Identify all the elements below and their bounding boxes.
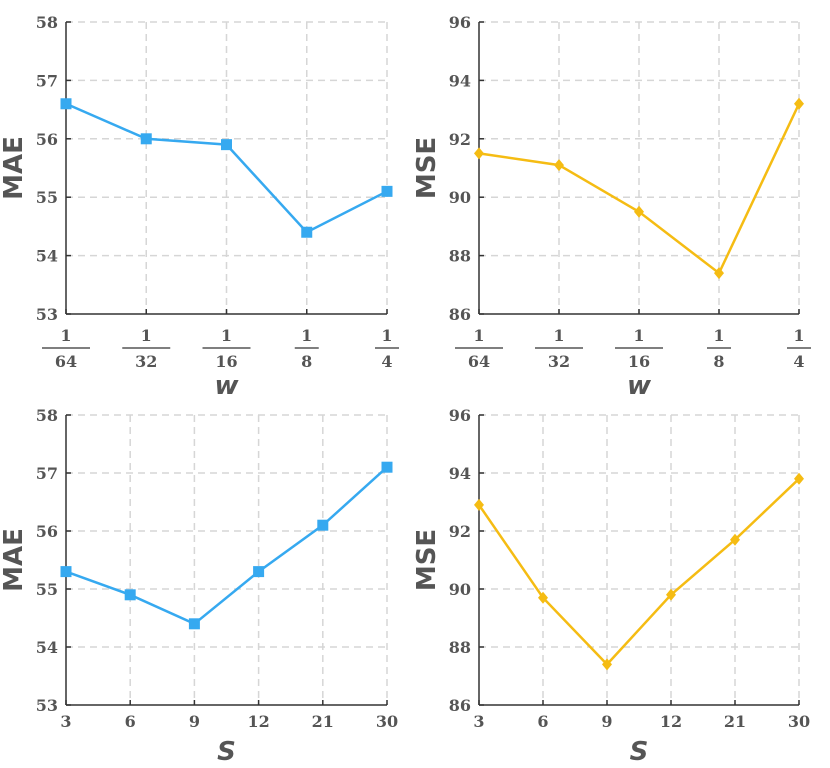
data-point-square <box>140 133 152 145</box>
x-axis-label: S <box>630 737 649 767</box>
y-tick-label: 92 <box>449 522 471 541</box>
x-tick-label-denominator: 32 <box>548 352 570 371</box>
data-point-diamond <box>634 205 644 218</box>
data-point-diamond <box>602 658 612 671</box>
y-tick-label: 53 <box>36 305 58 324</box>
y-tick-label: 53 <box>36 696 58 715</box>
x-tick-label: 6 <box>537 712 548 731</box>
x-tick-label-denominator: 64 <box>468 352 490 371</box>
x-tick-label: 6 <box>125 712 136 731</box>
series-line <box>477 477 800 667</box>
x-axis-label: w <box>214 371 239 401</box>
data-point-diamond <box>474 147 484 160</box>
x-tick-label: 21 <box>724 712 746 731</box>
x-tick-label-denominator: 4 <box>381 352 392 371</box>
y-tick-label: 56 <box>36 522 58 541</box>
data-point-square <box>317 519 329 531</box>
x-tick-label: 12 <box>247 712 269 731</box>
x-axis-label: S <box>217 737 236 767</box>
y-tick-label: 94 <box>449 71 471 90</box>
data-point-diamond <box>730 533 740 546</box>
data-point-diamond <box>554 159 564 172</box>
x-tick-label-numerator: 1 <box>301 326 312 345</box>
y-tick-label: 88 <box>449 638 471 657</box>
chart-panel-1: 53 54 55 56 57 58 1 64 1 32 1 16 1 8 1 4 MAE w <box>0 13 399 401</box>
data-point-square <box>301 226 313 238</box>
data-point-diamond <box>794 472 804 485</box>
x-tick-label: 12 <box>660 712 682 731</box>
y-tick-label: 54 <box>36 638 58 657</box>
data-point-diamond <box>474 498 484 511</box>
data-point-diamond <box>666 588 676 601</box>
y-tick-label: 90 <box>449 580 471 599</box>
x-tick-label-denominator: 16 <box>628 352 650 371</box>
y-tick-label: 57 <box>36 71 58 90</box>
x-tick-label-numerator: 1 <box>713 326 724 345</box>
x-tick-label-numerator: 1 <box>381 326 392 345</box>
y-tick-label: 90 <box>449 188 471 207</box>
x-tick-label-numerator: 1 <box>793 326 804 345</box>
y-tick-label: 55 <box>36 188 58 207</box>
y-tick-label: 94 <box>449 464 471 483</box>
series-line <box>65 466 388 626</box>
x-tick-label-numerator: 1 <box>633 326 644 345</box>
data-point-square <box>124 589 136 601</box>
y-tick-label: 58 <box>36 406 58 425</box>
y-tick-label: 86 <box>449 696 471 715</box>
data-point-square <box>60 98 72 110</box>
chart-panel-4: 86 88 90 92 94 96 3 6 9 12 21 30 MSE S <box>412 406 810 767</box>
x-tick-label-numerator: 1 <box>473 326 484 345</box>
data-point-diamond <box>714 267 724 280</box>
data-point-diamond <box>794 97 804 110</box>
chart-panel-2: 86 88 90 92 94 96 1 64 1 32 1 16 1 8 1 4 MSE w <box>412 13 811 401</box>
y-tick-label: 57 <box>36 464 58 483</box>
x-tick-label-denominator: 16 <box>215 352 237 371</box>
y-tick-label: 86 <box>449 305 471 324</box>
x-tick-label: 9 <box>189 712 200 731</box>
data-point-square <box>253 566 265 578</box>
y-tick-label: 96 <box>449 13 471 32</box>
y-tick-label: 55 <box>36 580 58 599</box>
y-axis-label: MSE <box>412 529 442 591</box>
y-tick-label: 58 <box>36 13 58 32</box>
x-tick-label: 3 <box>60 712 71 731</box>
data-point-square <box>188 618 200 630</box>
x-tick-label-numerator: 1 <box>60 326 71 345</box>
y-tick-label: 92 <box>449 130 471 149</box>
data-point-square <box>381 461 393 473</box>
y-tick-label: 96 <box>449 406 471 425</box>
x-tick-label: 3 <box>473 712 484 731</box>
x-tick-label: 30 <box>376 712 398 731</box>
x-tick-label-denominator: 8 <box>301 352 312 371</box>
x-tick-label-numerator: 1 <box>553 326 564 345</box>
x-tick-label-denominator: 4 <box>793 352 804 371</box>
data-point-square <box>60 566 72 578</box>
x-tick-label-denominator: 8 <box>713 352 724 371</box>
data-point-diamond <box>538 591 548 604</box>
y-axis-label: MAE <box>0 528 29 592</box>
x-tick-label: 21 <box>312 712 334 731</box>
x-tick-label: 9 <box>601 712 612 731</box>
y-tick-label: 54 <box>36 247 58 266</box>
data-point-square <box>381 185 393 197</box>
x-tick-label-numerator: 1 <box>141 326 152 345</box>
x-tick-label-denominator: 64 <box>55 352 77 371</box>
x-axis-label: w <box>627 371 652 401</box>
y-axis-label: MAE <box>0 136 29 200</box>
y-tick-label: 88 <box>449 247 471 266</box>
y-tick-label: 56 <box>36 130 58 149</box>
x-tick-label-numerator: 1 <box>221 326 232 345</box>
x-tick-label-denominator: 32 <box>135 352 157 371</box>
chart-panel-3: 53 54 55 56 57 58 3 6 9 12 21 30 MAE S <box>0 406 398 767</box>
y-axis-label: MSE <box>412 137 442 199</box>
x-tick-label: 30 <box>788 712 810 731</box>
series-line <box>478 103 801 276</box>
data-point-square <box>221 139 232 151</box>
